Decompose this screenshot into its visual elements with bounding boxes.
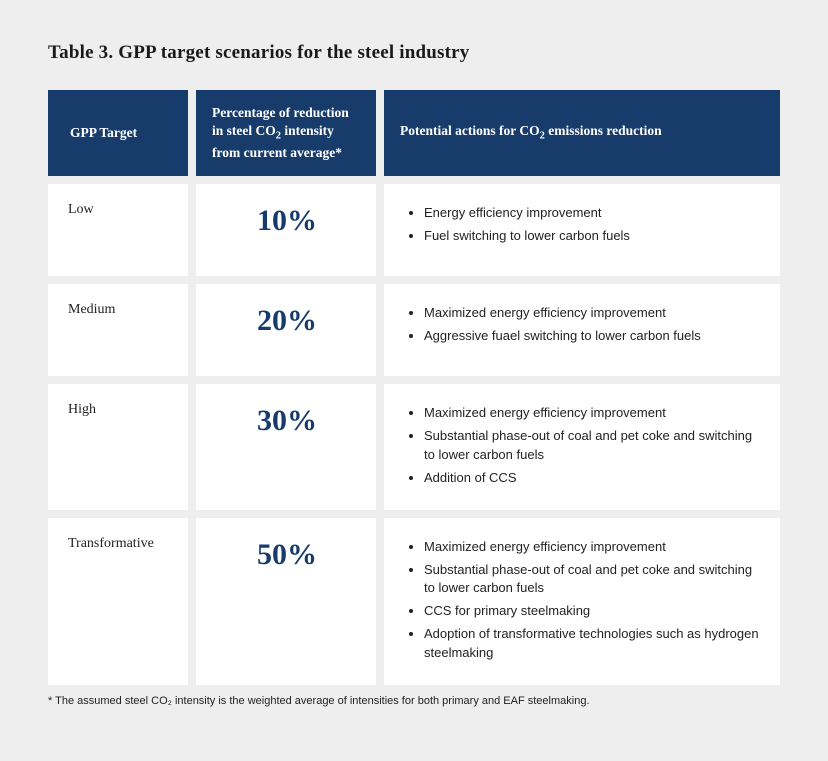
header-col-percentage-text: Percentage of reduction in steel CO2 int… bbox=[212, 104, 360, 162]
actions-cell: Energy efficiency improvement Fuel switc… bbox=[384, 184, 780, 276]
header-col-target-text: GPP Target bbox=[70, 124, 137, 142]
header-col-actions-text: Potential actions for CO2 emissions redu… bbox=[400, 122, 662, 144]
target-cell: High bbox=[48, 384, 188, 509]
actions-cell: Maximized energy efficiency improvement … bbox=[384, 518, 780, 685]
header-col-actions: Potential actions for CO2 emissions redu… bbox=[384, 90, 780, 176]
actions-cell: Maximized energy efficiency improvement … bbox=[384, 284, 780, 376]
header-col3-post: emissions reduction bbox=[545, 123, 662, 138]
header-col-target: GPP Target bbox=[48, 90, 188, 176]
action-item: Fuel switching to lower carbon fuels bbox=[424, 227, 762, 246]
action-item: Adoption of transformative technologies … bbox=[424, 625, 762, 663]
target-cell: Low bbox=[48, 184, 188, 276]
action-item: Maximized energy efficiency improvement bbox=[424, 538, 762, 557]
target-cell: Medium bbox=[48, 284, 188, 376]
actions-list: Maximized energy efficiency improvement … bbox=[404, 304, 762, 346]
action-item: Aggressive fuael switching to lower carb… bbox=[424, 327, 762, 346]
target-cell: Transformative bbox=[48, 518, 188, 685]
header-col-percentage: Percentage of reduction in steel CO2 int… bbox=[196, 90, 376, 176]
actions-cell: Maximized energy efficiency improvement … bbox=[384, 384, 780, 509]
percentage-cell: 50% bbox=[196, 518, 376, 685]
scenarios-table: GPP Target Percentage of reduction in st… bbox=[48, 90, 780, 685]
percentage-cell: 10% bbox=[196, 184, 376, 276]
action-item: Maximized energy efficiency improvement bbox=[424, 404, 762, 423]
action-item: Maximized energy efficiency improvement bbox=[424, 304, 762, 323]
actions-list: Maximized energy efficiency improvement … bbox=[404, 404, 762, 487]
actions-list: Maximized energy efficiency improvement … bbox=[404, 538, 762, 663]
action-item: Addition of CCS bbox=[424, 469, 762, 488]
percentage-cell: 20% bbox=[196, 284, 376, 376]
action-item: Energy efficiency improvement bbox=[424, 204, 762, 223]
percentage-cell: 30% bbox=[196, 384, 376, 509]
table-footnote: * The assumed steel CO₂ intensity is the… bbox=[48, 695, 780, 707]
actions-list: Energy efficiency improvement Fuel switc… bbox=[404, 204, 762, 246]
action-item: Substantial phase-out of coal and pet co… bbox=[424, 561, 762, 599]
action-item: Substantial phase-out of coal and pet co… bbox=[424, 427, 762, 465]
action-item: CCS for primary steelmaking bbox=[424, 602, 762, 621]
table-title: Table 3. GPP target scenarios for the st… bbox=[48, 42, 780, 64]
header-col3-pre: Potential actions for CO bbox=[400, 123, 540, 138]
